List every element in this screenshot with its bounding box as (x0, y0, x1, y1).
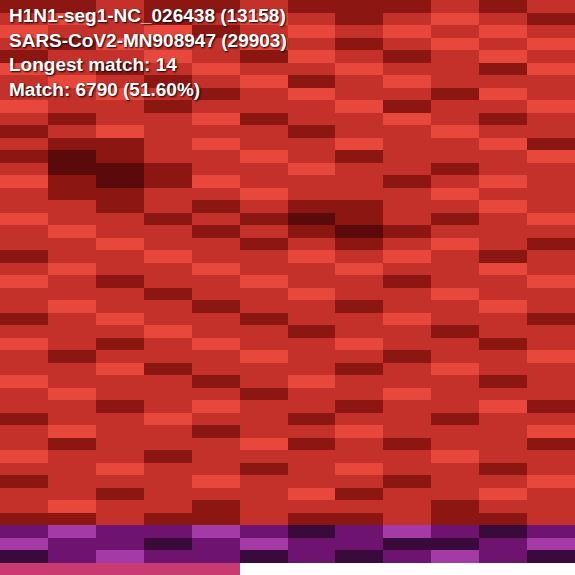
svg-text:H1N1-seg1-NC_026438 (13158)SAR: H1N1-seg1-NC_026438 (13158)SARS-CoV2-MN9… (9, 5, 287, 100)
